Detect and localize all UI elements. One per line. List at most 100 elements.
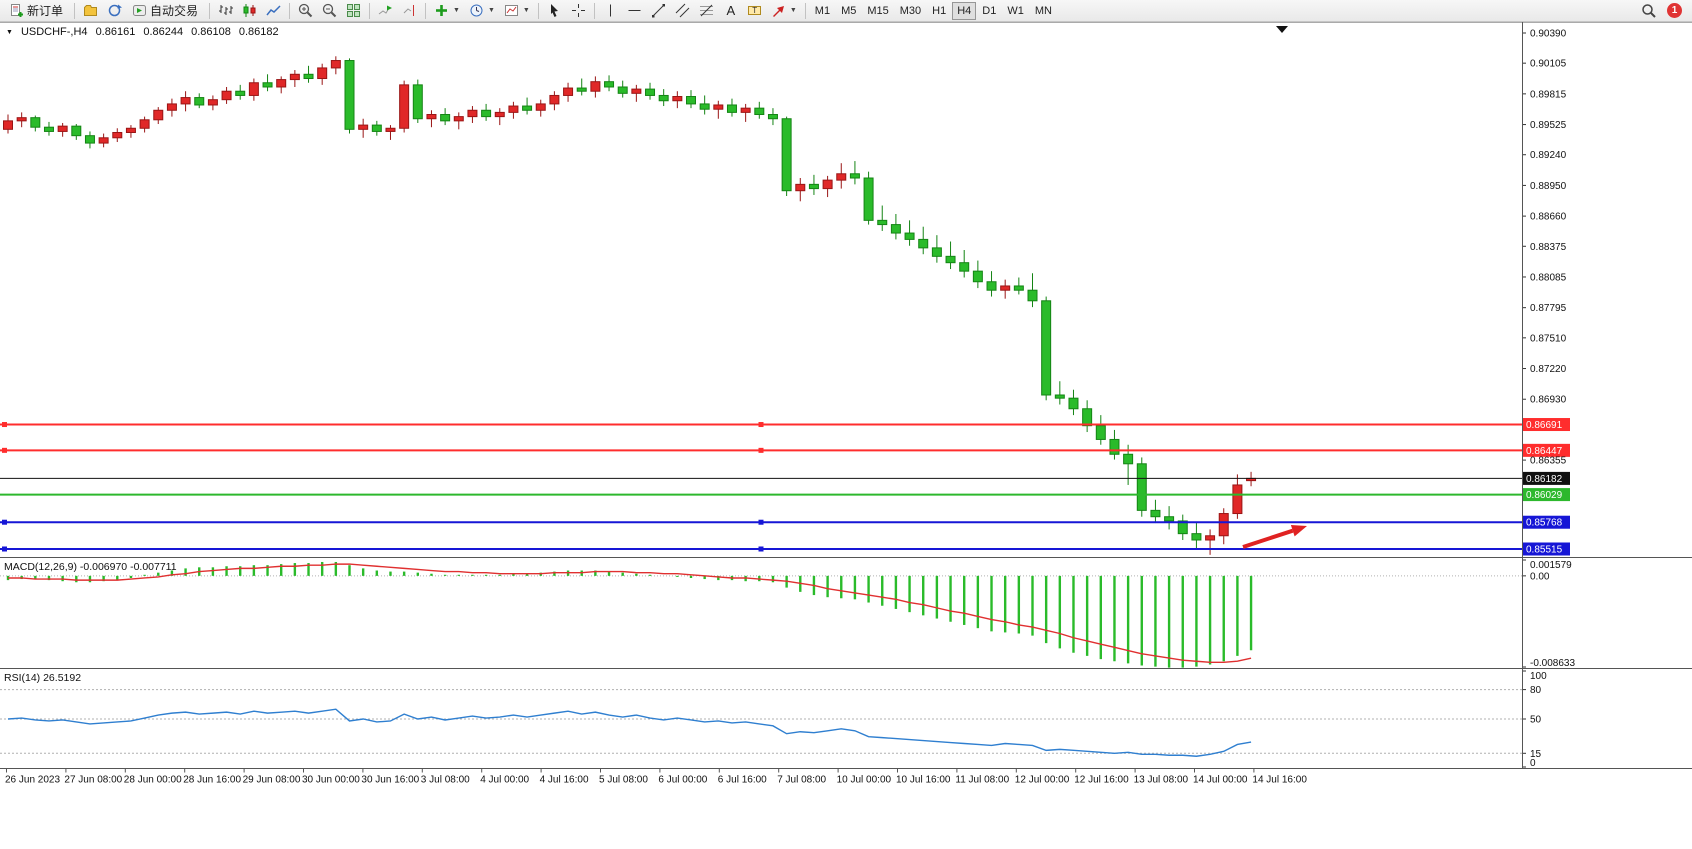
horizontal-line-button[interactable] [623,1,646,21]
candle [1000,285,1011,291]
price-axis[interactable]: 0.90390 0.90105 0.89815 0.89525 0.89240 0.889… [1522,29,1575,769]
auto-scroll-button[interactable] [374,1,397,21]
price-line-0.86691[interactable] [0,422,1522,428]
text-label-button[interactable]: T [743,1,766,21]
timeframe-button-m1[interactable]: M1 [810,2,835,20]
toolbar-separator [537,2,539,19]
price-line-0.85768[interactable] [0,519,1522,525]
candle [1082,408,1093,427]
candle [1054,394,1065,399]
candle [207,99,218,106]
cursor-icon [550,4,558,17]
svg-text:0.86029: 0.86029 [1526,490,1563,501]
candle [344,60,355,130]
candlestick-chart-button[interactable] [238,1,261,21]
toolbar-separator [289,2,291,19]
notification-badge[interactable]: 1 [1667,3,1682,18]
profiles-button[interactable] [103,1,126,21]
toolbar: 新订单 自动交易 [0,0,1692,22]
svg-text:0.85768: 0.85768 [1526,518,1563,529]
timeframe-button-w1[interactable]: W1 [1002,2,1029,20]
zoom-out-button[interactable] [318,1,341,21]
candle [3,120,13,130]
price-line-0.86447[interactable] [0,447,1522,453]
timeframe-button-mn[interactable]: MN [1030,2,1057,20]
chart-shift-button[interactable] [398,1,421,21]
indicators-button[interactable]: ▼ [430,1,464,21]
fibonacci-icon [699,4,713,17]
price-line-0.85515[interactable] [0,546,1522,552]
price-badge-0.86691: 0.86691 [1523,418,1570,432]
timeframe-button-m30[interactable]: M30 [895,2,926,20]
svg-text:0.88660: 0.88660 [1530,212,1567,223]
timeframe-button-h1[interactable]: H1 [927,2,951,20]
svg-text:0.89815: 0.89815 [1530,89,1567,100]
svg-text:10 Jul 00:00: 10 Jul 00:00 [837,775,892,786]
search-icon [1642,4,1656,18]
candle [1095,425,1106,440]
timeframe-button-m5[interactable]: M5 [836,2,861,20]
svg-text:6 Jul 00:00: 6 Jul 00:00 [658,775,707,786]
candle [248,82,259,96]
candle [1109,438,1120,455]
tile-windows-button[interactable] [342,1,365,21]
timeframe-button-m15[interactable]: M15 [862,2,893,20]
periods-button[interactable]: ▼ [465,1,499,21]
symbol-dropdown-icon[interactable]: ▼ [6,28,13,36]
candle [180,97,191,105]
candle [303,73,314,80]
candle [426,114,437,120]
bar-chart-icon [219,5,234,15]
time-axis[interactable]: 26 Jun 2023 27 Jun 08:00 28 Jun 00:00 28 Ju… [5,768,1307,786]
autotrading-button[interactable]: 自动交易 [127,1,205,21]
channel-button[interactable] [671,1,694,21]
arrow-annotation[interactable] [1242,524,1307,549]
timeframe-button-d1[interactable]: D1 [977,2,1001,20]
templates-button[interactable]: ▼ [500,1,534,21]
candle [645,88,656,96]
bar-chart-button[interactable] [214,1,237,21]
svg-text:80: 80 [1530,685,1542,696]
vertical-line-button[interactable] [599,1,622,21]
candlestick-chart-icon [243,4,256,17]
candle [1205,535,1216,541]
candle [30,117,41,128]
candle [84,135,95,144]
trendline-button[interactable] [647,1,670,21]
timeframe-bar: M1 M5 M15 M30 H1 H4 D1 W1 MN [810,1,1057,20]
fibonacci-button[interactable] [695,1,718,21]
new-order-label: 新订单 [27,4,64,18]
svg-text:30 Jun 16:00: 30 Jun 16:00 [361,775,419,786]
chart-info: ▼ USDCHF-,H4 0.86161 0.86244 0.86108 0.8… [6,26,279,38]
candle [262,82,273,88]
candle [71,125,82,137]
arrows-button[interactable]: ▼ [767,1,801,21]
chart-canvas[interactable]: 0.86691 0.86447 0.86182 0.86029 0.85768 0.855… [0,22,1692,849]
history-button[interactable] [79,1,102,21]
svg-text:A: A [726,3,735,18]
zoom-in-button[interactable] [294,1,317,21]
svg-text:50: 50 [1530,715,1542,726]
crosshair-button[interactable] [567,1,590,21]
search-button[interactable] [1637,1,1660,21]
candle [754,107,765,116]
line-chart-button[interactable] [262,1,285,21]
text-button[interactable]: A [719,1,742,21]
svg-text:30 Jun 00:00: 30 Jun 00:00 [302,775,360,786]
svg-text:0.86691: 0.86691 [1526,420,1563,431]
candles [3,56,1257,555]
candle [317,67,328,80]
toolbar-separator [425,2,427,19]
chart-shift-marker[interactable] [1276,26,1288,33]
macd-histogram [6,561,1253,668]
cursor-button[interactable] [543,1,566,21]
candle [1068,397,1079,410]
candle [385,127,396,132]
svg-text:0.86182: 0.86182 [1526,474,1563,485]
candle [194,97,205,106]
ohlc-high: 0.86244 [143,26,184,38]
new-order-button[interactable]: 新订单 [4,1,70,21]
candle [467,109,478,118]
timeframe-button-h4[interactable]: H4 [952,1,977,20]
candle [781,118,792,192]
